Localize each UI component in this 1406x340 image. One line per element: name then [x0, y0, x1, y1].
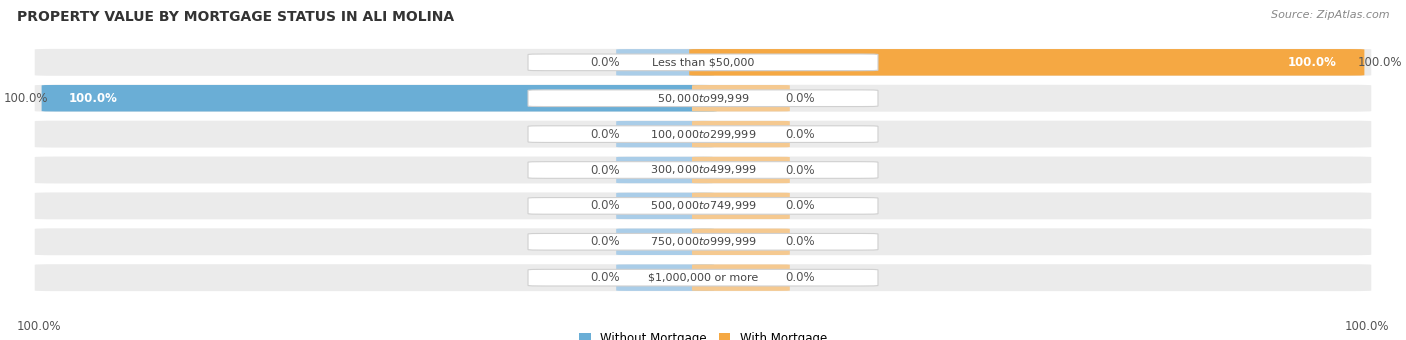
FancyBboxPatch shape: [529, 54, 877, 71]
Text: 0.0%: 0.0%: [786, 92, 815, 105]
Text: Source: ZipAtlas.com: Source: ZipAtlas.com: [1271, 10, 1389, 20]
FancyBboxPatch shape: [692, 193, 790, 219]
FancyBboxPatch shape: [42, 85, 717, 112]
Text: 100.0%: 100.0%: [4, 92, 49, 105]
FancyBboxPatch shape: [692, 121, 790, 147]
Text: $100,000 to $299,999: $100,000 to $299,999: [650, 128, 756, 141]
FancyBboxPatch shape: [692, 157, 790, 183]
FancyBboxPatch shape: [35, 156, 1371, 184]
FancyBboxPatch shape: [616, 193, 714, 219]
Text: $50,000 to $99,999: $50,000 to $99,999: [657, 92, 749, 105]
FancyBboxPatch shape: [35, 264, 1371, 291]
Text: PROPERTY VALUE BY MORTGAGE STATUS IN ALI MOLINA: PROPERTY VALUE BY MORTGAGE STATUS IN ALI…: [17, 10, 454, 24]
Text: 0.0%: 0.0%: [786, 164, 815, 176]
Text: 0.0%: 0.0%: [591, 199, 620, 212]
FancyBboxPatch shape: [529, 269, 877, 286]
FancyBboxPatch shape: [529, 126, 877, 142]
Text: 0.0%: 0.0%: [786, 235, 815, 248]
FancyBboxPatch shape: [35, 49, 1371, 76]
Text: $1,000,000 or more: $1,000,000 or more: [648, 273, 758, 283]
FancyBboxPatch shape: [692, 265, 790, 291]
FancyBboxPatch shape: [616, 121, 714, 147]
Text: 100.0%: 100.0%: [1358, 56, 1402, 69]
Text: 100.0%: 100.0%: [69, 92, 118, 105]
Text: 100.0%: 100.0%: [17, 320, 62, 333]
FancyBboxPatch shape: [35, 192, 1371, 219]
FancyBboxPatch shape: [529, 234, 877, 250]
Text: 0.0%: 0.0%: [786, 128, 815, 141]
FancyBboxPatch shape: [616, 49, 714, 75]
Text: 100.0%: 100.0%: [1344, 320, 1389, 333]
FancyBboxPatch shape: [616, 157, 714, 183]
FancyBboxPatch shape: [529, 198, 877, 214]
Text: Less than $50,000: Less than $50,000: [652, 57, 754, 67]
Text: 0.0%: 0.0%: [786, 271, 815, 284]
FancyBboxPatch shape: [529, 90, 877, 106]
Text: $300,000 to $499,999: $300,000 to $499,999: [650, 164, 756, 176]
Text: 0.0%: 0.0%: [591, 56, 620, 69]
Text: 0.0%: 0.0%: [591, 128, 620, 141]
Text: $500,000 to $749,999: $500,000 to $749,999: [650, 199, 756, 212]
Text: 100.0%: 100.0%: [1288, 56, 1337, 69]
Text: 0.0%: 0.0%: [591, 235, 620, 248]
FancyBboxPatch shape: [692, 228, 790, 255]
Text: 0.0%: 0.0%: [591, 271, 620, 284]
Text: $750,000 to $999,999: $750,000 to $999,999: [650, 235, 756, 248]
FancyBboxPatch shape: [529, 162, 877, 178]
FancyBboxPatch shape: [616, 265, 714, 291]
FancyBboxPatch shape: [689, 49, 1364, 75]
Text: 0.0%: 0.0%: [591, 164, 620, 176]
Text: 0.0%: 0.0%: [786, 199, 815, 212]
FancyBboxPatch shape: [692, 85, 790, 112]
FancyBboxPatch shape: [35, 85, 1371, 112]
FancyBboxPatch shape: [616, 228, 714, 255]
Legend: Without Mortgage, With Mortgage: Without Mortgage, With Mortgage: [574, 328, 832, 340]
FancyBboxPatch shape: [35, 228, 1371, 255]
FancyBboxPatch shape: [35, 121, 1371, 148]
